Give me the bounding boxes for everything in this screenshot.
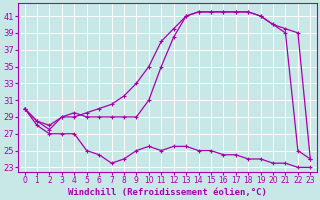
X-axis label: Windchill (Refroidissement éolien,°C): Windchill (Refroidissement éolien,°C) bbox=[68, 188, 267, 197]
